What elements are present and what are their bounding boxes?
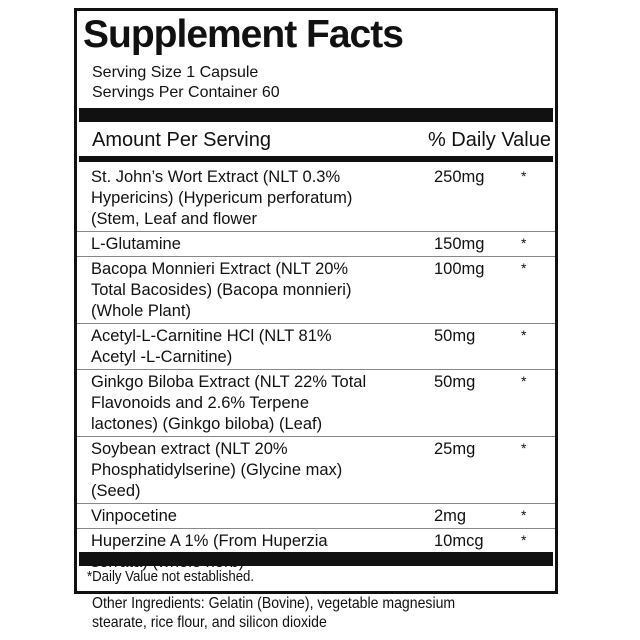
ingredient-row: Vinpocetine 2mg * (77, 504, 555, 529)
ingredient-daily-value: * (521, 260, 527, 276)
ingredient-name-line: Bacopa Monnieri Extract (NLT 20% (91, 260, 349, 278)
ingredient-name-line: Phosphatidylserine) (Glycine max) (91, 461, 343, 479)
ingredient-daily-value: * (521, 373, 527, 389)
ingredient-row: Bacopa Monnieri Extract (NLT 20% Total Ba… (77, 257, 555, 324)
thick-divider (79, 108, 553, 122)
amount-per-serving-header: Amount Per Serving (92, 129, 271, 151)
ingredient-name: L-Glutamine (91, 234, 421, 255)
other-ingredients-line: Other Ingredients: Gelatin (Bovine), veg… (92, 595, 456, 612)
ingredient-amount: 250mg (434, 168, 485, 186)
ingredient-row: St. John’s Wort Extract (NLT 0.3% Hyperic… (77, 165, 555, 232)
ingredient-name-line: Hypericins) (Hypericum perforatum) (91, 189, 353, 207)
ingredient-name-line: Ginkgo Biloba Extract (NLT 22% Total (91, 373, 367, 391)
ingredient-name: Ginkgo Biloba Extract (NLT 22% Total Flav… (91, 372, 421, 435)
ingredient-daily-value: * (521, 327, 527, 343)
ingredient-name-line: L-Glutamine (91, 235, 181, 253)
ingredient-daily-value: * (521, 168, 527, 184)
ingredient-amount: 150mg (434, 235, 485, 253)
ingredient-amount: 50mg (434, 373, 476, 391)
ingredient-name-line: Total Bacosides) (Bacopa monnieri) (91, 281, 352, 299)
ingredient-daily-value: * (521, 507, 527, 523)
ingredient-name: Acetyl-L-Carnitine HCl (NLT 81% Acetyl -L… (91, 326, 421, 368)
ingredient-name: Soybean extract (NLT 20% Phosphatidylseri… (91, 439, 421, 502)
ingredient-name-line: Flavonoids and 2.6% Terpene (91, 394, 310, 412)
medium-divider (79, 156, 553, 162)
ingredient-name-line: lactones) (Ginkgo biloba) (Leaf) (91, 415, 323, 433)
other-ingredients: Other Ingredients: Gelatin (Bovine), veg… (92, 594, 455, 632)
ingredient-row: Acetyl-L-Carnitine HCl (NLT 81% Acetyl -L… (77, 324, 555, 370)
ingredient-amount: 100mg (434, 260, 485, 278)
ingredient-row: Soybean extract (NLT 20% Phosphatidylseri… (77, 437, 555, 504)
serving-size: Serving Size 1 Capsule (92, 64, 259, 81)
ingredient-daily-value: * (521, 235, 527, 251)
ingredient-amount: 50mg (434, 327, 476, 345)
ingredient-name-line: Acetyl -L-Carnitine) (91, 348, 233, 366)
ingredient-name-line: (Whole Plant) (91, 302, 191, 320)
ingredient-name: Vinpocetine (91, 506, 421, 527)
thick-divider-bottom (79, 552, 553, 566)
ingredient-list: St. John’s Wort Extract (NLT 0.3% Hyperic… (77, 165, 555, 574)
ingredient-amount: 25mg (434, 440, 476, 458)
ingredient-name: Bacopa Monnieri Extract (NLT 20% Total Ba… (91, 259, 421, 322)
ingredient-daily-value: * (521, 440, 527, 456)
panel-title: Supplement Facts (83, 13, 404, 56)
ingredient-daily-value: * (521, 532, 527, 548)
ingredient-name-line: Vinpocetine (91, 507, 177, 525)
ingredient-row: Ginkgo Biloba Extract (NLT 22% Total Flav… (77, 370, 555, 437)
servings-per-container: Servings Per Container 60 (92, 84, 280, 101)
daily-value-header: % Daily Value (427, 129, 551, 151)
ingredient-name-line: Soybean extract (NLT 20% (91, 440, 288, 458)
ingredient-name-line: (Seed) (91, 482, 141, 500)
ingredient-name-line: Acetyl-L-Carnitine HCl (NLT 81% (91, 327, 332, 345)
footnote: *Daily Value not established. (87, 568, 255, 585)
supplement-facts-panel: Supplement Facts Serving Size 1 Capsule … (74, 8, 558, 594)
ingredient-name-line: Huperzine A 1% (From Huperzia (91, 532, 328, 550)
ingredient-name-line: (Stem, Leaf and flower (91, 210, 257, 228)
ingredient-amount: 10mcg (434, 532, 484, 550)
ingredient-amount: 2mg (434, 507, 467, 525)
ingredient-name-line: St. John’s Wort Extract (NLT 0.3% (91, 168, 341, 186)
ingredient-row: L-Glutamine 150mg * (77, 232, 555, 257)
other-ingredients-line: stearate, rice flour, and silicon dioxid… (92, 614, 327, 631)
ingredient-name: St. John’s Wort Extract (NLT 0.3% Hyperic… (91, 167, 421, 230)
